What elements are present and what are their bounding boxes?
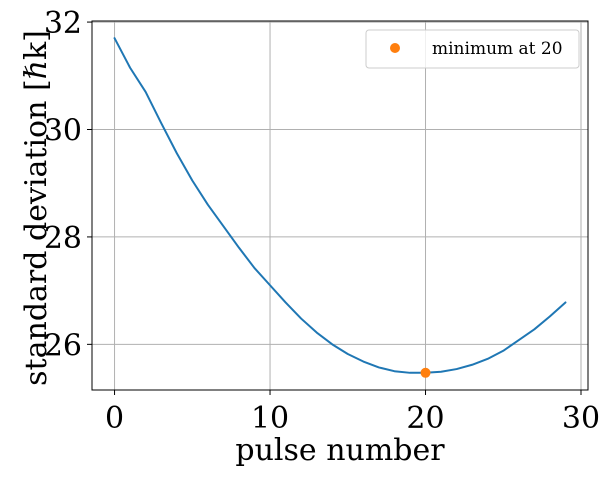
x-axis-label: pulse number	[235, 433, 445, 468]
y-tick-label: 30	[44, 113, 82, 148]
ticks: 0 10 20 30 26 28 30 32	[44, 6, 600, 436]
y-tick-label: 26	[44, 328, 82, 363]
x-tick-label: 0	[105, 401, 124, 436]
plot-frame	[91, 20, 589, 391]
series-line	[113, 37, 567, 374]
minimum-point	[420, 367, 431, 378]
legend-marker	[390, 43, 400, 53]
y-tick-label: 28	[44, 221, 82, 256]
series-layer	[113, 37, 567, 378]
x-tick-label: 10	[251, 401, 289, 436]
x-tick-label: 30	[562, 401, 600, 436]
grid	[92, 21, 588, 390]
y-tick-label: 32	[44, 6, 82, 41]
legend-box	[365, 29, 580, 69]
x-tick-label: 20	[406, 401, 444, 436]
plot-area	[92, 21, 588, 390]
y-axis-label: standard deviation [ℏk]	[19, 30, 54, 386]
legend-label: minimum at 20	[432, 39, 563, 59]
legend: minimum at 20	[365, 29, 580, 69]
